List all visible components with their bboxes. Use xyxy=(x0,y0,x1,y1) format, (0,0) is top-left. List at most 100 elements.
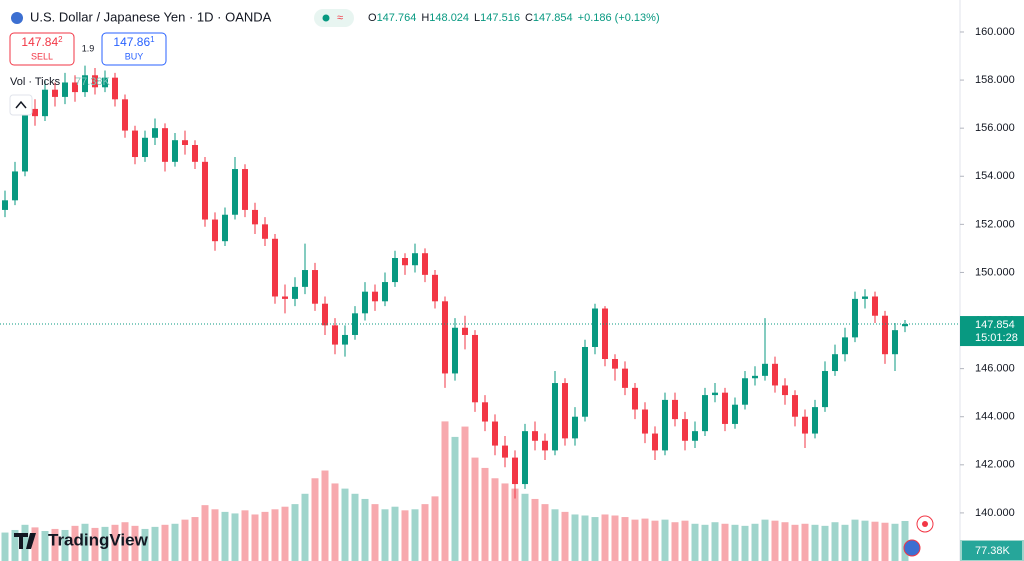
candle-body xyxy=(882,315,888,355)
candle-body xyxy=(752,375,758,379)
candle-body xyxy=(632,387,638,410)
ohlc-key: C xyxy=(525,12,533,24)
buy-label[interactable]: BUY xyxy=(125,51,144,61)
volume-bar xyxy=(601,514,609,561)
candle-body xyxy=(22,108,28,172)
volume-bar xyxy=(111,524,119,561)
volume-bar xyxy=(81,523,89,561)
candle-body xyxy=(792,395,798,417)
volume-bar xyxy=(51,528,59,561)
candle-body xyxy=(682,419,688,441)
candle-body xyxy=(642,409,648,434)
candle-body xyxy=(832,354,838,372)
candle-body xyxy=(672,399,678,420)
volume-bar xyxy=(1,532,9,561)
candle-body xyxy=(502,445,508,458)
pill-icon: ≈ xyxy=(337,12,343,24)
candle-body xyxy=(212,219,218,242)
volume-bar xyxy=(291,504,299,561)
volume-bar xyxy=(11,529,19,561)
candle-body xyxy=(232,169,238,215)
buy-button[interactable] xyxy=(101,32,167,66)
y-tick-label: 160.000 xyxy=(975,26,1015,38)
candle-body xyxy=(732,404,738,424)
news-marker[interactable] xyxy=(903,539,921,557)
candle-body xyxy=(222,214,228,242)
candle-body xyxy=(42,89,48,117)
candle-body xyxy=(2,200,8,210)
market-open-dot xyxy=(322,14,330,22)
candle-body xyxy=(132,130,138,158)
candle-body xyxy=(662,399,668,451)
sell-button[interactable] xyxy=(9,32,75,66)
volume-bar xyxy=(41,531,49,561)
volume-bar xyxy=(581,515,589,561)
candle-body xyxy=(422,253,428,275)
volume-bar xyxy=(591,517,599,561)
brand-name: TradingView xyxy=(48,530,149,549)
candle-body xyxy=(712,392,718,396)
candle-body xyxy=(472,334,478,403)
volume-bar xyxy=(31,527,39,561)
candle-body xyxy=(242,169,248,210)
candle-body xyxy=(722,392,728,424)
volume-bar xyxy=(331,483,339,561)
volume-bar xyxy=(401,510,409,561)
ohlc-value: 148.024 xyxy=(429,12,469,24)
candle-body xyxy=(122,99,128,131)
volume-bar xyxy=(851,519,859,561)
y-tick-label: 140.000 xyxy=(975,507,1015,519)
candle-body xyxy=(262,224,268,239)
volume-bar xyxy=(541,504,549,561)
volume-bar xyxy=(341,488,349,561)
y-tick-label: 144.000 xyxy=(975,411,1015,423)
volume-legend-label: Vol · Ticks xyxy=(10,76,61,88)
volume-bar xyxy=(521,493,529,561)
volume-bar xyxy=(641,518,649,561)
candle-body xyxy=(492,421,498,446)
volume-bar xyxy=(241,510,249,561)
volume-axis-label: 77.38K xyxy=(975,545,1011,557)
marks xyxy=(0,65,960,561)
volume-bar xyxy=(261,511,269,561)
ohlc-value: 147.516 xyxy=(480,12,520,24)
candle-body xyxy=(32,108,38,117)
volume-bar xyxy=(761,519,769,561)
sell-price[interactable]: 147.842 xyxy=(21,35,63,49)
sell-label[interactable]: SELL xyxy=(31,51,53,61)
y-tick-label: 156.000 xyxy=(975,122,1015,134)
candle-body xyxy=(72,82,78,93)
candle-body xyxy=(652,433,658,451)
volume-bar xyxy=(861,520,869,561)
ohlc-key: L xyxy=(474,12,480,24)
y-tick-label: 142.000 xyxy=(975,459,1015,471)
volume-bar xyxy=(481,467,489,561)
volume-bar xyxy=(571,514,579,561)
price-axis-bg xyxy=(960,0,1024,561)
volume-bar xyxy=(121,522,129,561)
spread: 1.9 xyxy=(82,43,95,53)
volume-bar xyxy=(671,522,679,561)
status-pill[interactable] xyxy=(314,9,354,27)
candle-body xyxy=(192,144,198,162)
candle-body xyxy=(902,324,908,327)
volume-bar xyxy=(711,522,719,561)
candle-body xyxy=(562,383,568,439)
candle-body xyxy=(602,308,608,360)
change: +0.186 (+0.13%) xyxy=(578,12,660,24)
volume-bar xyxy=(361,498,369,561)
volume-bar xyxy=(161,524,169,561)
candle-body xyxy=(142,137,148,158)
candle-body xyxy=(592,308,598,347)
candle-body xyxy=(802,416,808,434)
candle-body xyxy=(872,296,878,316)
volume-bar xyxy=(661,519,669,561)
collapse-button[interactable] xyxy=(9,94,33,116)
candle-body xyxy=(182,140,188,145)
y-tick-label: 150.000 xyxy=(975,266,1015,278)
buy-price[interactable]: 147.861 xyxy=(113,35,155,49)
candle-body xyxy=(822,371,828,408)
volume-bar xyxy=(791,524,799,561)
candle-body xyxy=(412,253,418,266)
candle-body xyxy=(362,291,368,314)
